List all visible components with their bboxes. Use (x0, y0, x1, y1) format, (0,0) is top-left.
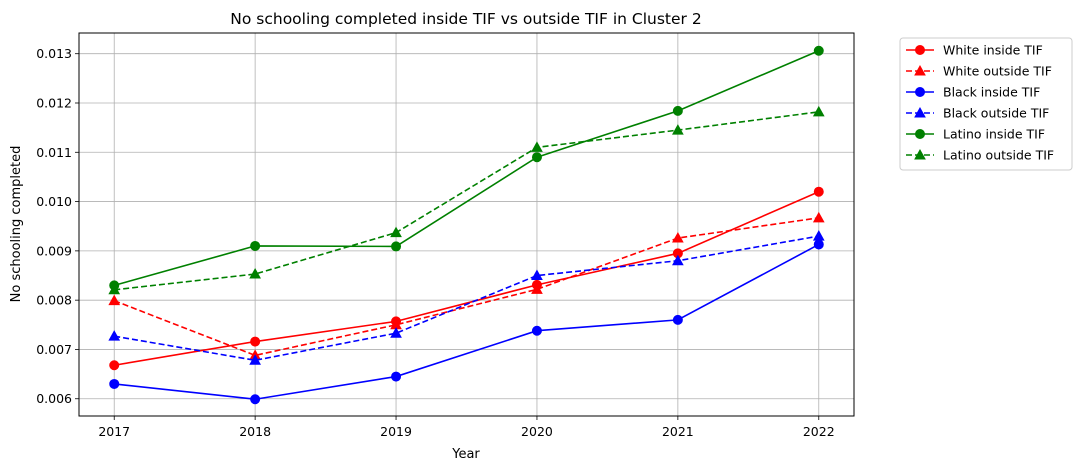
data-point (250, 394, 261, 405)
x-axis-label: Year (451, 447, 480, 462)
data-point (812, 230, 825, 241)
data-point (391, 371, 402, 382)
legend-label: Latino outside TIF (943, 148, 1054, 163)
x-tick-label: 2019 (380, 424, 412, 439)
y-tick-label: 0.011 (36, 145, 72, 160)
legend-frame (899, 37, 1073, 171)
legend-label: Black outside TIF (943, 106, 1049, 121)
data-point (250, 240, 261, 251)
data-point (250, 336, 261, 347)
data-point (531, 283, 543, 294)
data-point (531, 141, 543, 152)
data-point (109, 360, 120, 371)
legend-label: White inside TIF (943, 43, 1043, 58)
data-point (812, 105, 825, 117)
chart-title: No schooling completed inside TIF vs out… (230, 10, 701, 28)
series-line (114, 50, 820, 287)
series-0 (109, 186, 824, 371)
data-point (108, 294, 121, 306)
x-tick-label: 2017 (98, 424, 130, 439)
y-tick-label: 0.006 (36, 391, 72, 406)
series-line (113, 217, 819, 357)
data-point (109, 378, 120, 389)
legend-entry: Black inside TIF (906, 85, 1040, 100)
x-tick-label: 2018 (239, 424, 271, 439)
series-line (114, 111, 819, 291)
data-point (672, 232, 684, 243)
legend-marker (915, 87, 925, 97)
series-line (114, 235, 819, 362)
series-layer (108, 45, 825, 405)
data-point (108, 283, 121, 295)
series-5 (108, 105, 825, 295)
data-point (390, 226, 402, 238)
legend-entry: Latino inside TIF (906, 127, 1045, 142)
legend-marker (915, 45, 925, 55)
data-point (531, 325, 542, 336)
data-point (813, 45, 824, 56)
data-point (672, 254, 684, 266)
data-point (249, 268, 261, 279)
legend-entry: Latino outside TIF (906, 148, 1054, 163)
y-tick-label: 0.013 (36, 46, 72, 61)
x-axis: 2017 2018 2019 2020 2021 2022 (98, 416, 835, 439)
data-point (531, 269, 543, 281)
legend-marker (914, 64, 926, 76)
y-axis: 0.006 0.007 0.008 0.009 0.010 0.011 0.012 0.013 (36, 46, 79, 406)
legend-entry: White inside TIF (906, 43, 1043, 58)
x-tick-label: 2020 (521, 424, 553, 439)
legend: White inside TIF White outside TIF Black i… (899, 37, 1073, 171)
grid (79, 33, 854, 416)
y-tick-label: 0.010 (36, 194, 72, 209)
plot-frame (78, 32, 855, 417)
series-line (114, 243, 820, 401)
data-point (531, 152, 542, 163)
data-point (391, 241, 402, 252)
data-point (108, 330, 121, 341)
data-point (672, 105, 683, 116)
legend-label: White outside TIF (943, 64, 1052, 79)
legend-marker (914, 148, 926, 160)
data-point (672, 124, 684, 135)
data-point (812, 211, 825, 223)
data-point (249, 354, 261, 365)
series-3 (108, 230, 825, 365)
series-4 (109, 45, 824, 291)
series-1 (108, 211, 825, 360)
legend-marker (914, 106, 926, 118)
series-2 (109, 239, 824, 405)
legend-label: Latino inside TIF (943, 127, 1045, 142)
x-tick-label: 2022 (803, 424, 835, 439)
legend-entry: White outside TIF (906, 64, 1052, 79)
y-axis-label: No schooling completed (9, 146, 24, 303)
data-point (390, 327, 402, 338)
data-point (813, 239, 824, 250)
y-tick-label: 0.008 (36, 293, 72, 308)
legend-entry: Black outside TIF (906, 106, 1049, 121)
series-line (114, 190, 820, 367)
x-tick-label: 2021 (662, 424, 694, 439)
y-tick-label: 0.009 (36, 243, 72, 258)
y-tick-label: 0.012 (36, 95, 72, 110)
legend-label: Black inside TIF (943, 85, 1040, 100)
data-point (813, 186, 824, 197)
legend-marker (915, 129, 925, 139)
y-tick-label: 0.007 (36, 342, 72, 357)
data-point (672, 314, 683, 325)
